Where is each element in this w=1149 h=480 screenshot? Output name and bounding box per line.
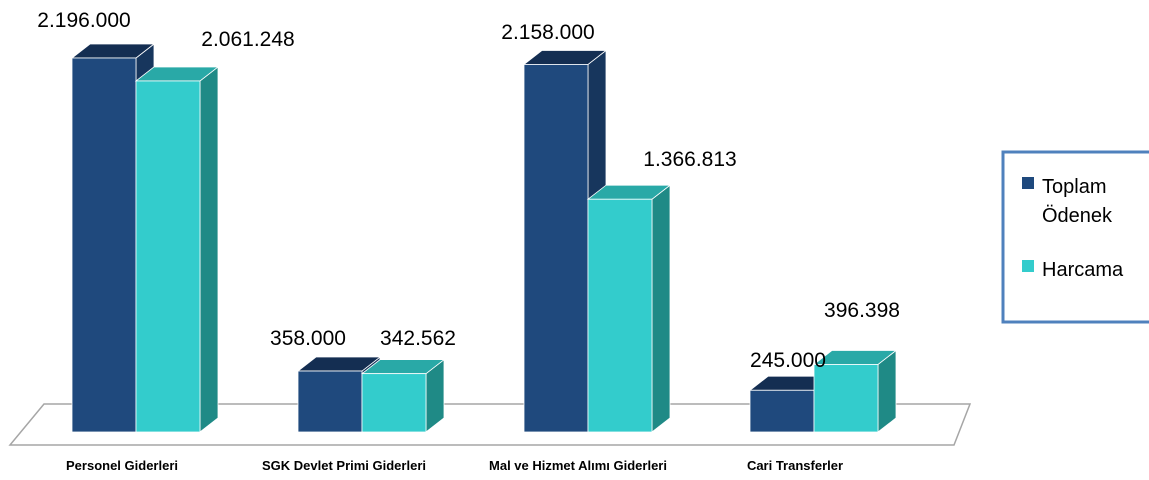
value-label-toplam-odenek-cari: 245.000: [750, 349, 826, 372]
bar-side-face: [199, 66, 219, 433]
chart-bars-layer: [70, 43, 898, 433]
legend-swatch-toplam-odenek: [1022, 177, 1034, 189]
bar-side-face: [651, 184, 671, 433]
category-label-cari: Cari Transferler: [747, 458, 843, 473]
value-label-toplam-odenek-personel: 2.196.000: [37, 9, 130, 32]
legend-label-toplam-odenek-line2: Ödenek: [1042, 205, 1113, 227]
bar-front-face: [71, 57, 137, 433]
bar-front-face: [135, 80, 201, 433]
bar-front-face: [361, 373, 427, 433]
chart-floor-plane: [8, 403, 972, 446]
bar-harcama-cari: [812, 349, 898, 433]
bar-front-face: [749, 389, 815, 433]
chart-category-layer: Personel Giderleri SGK Devlet Primi Gider…: [66, 458, 843, 473]
bar-harcama-sgk: [360, 358, 446, 433]
value-label-harcama-personel: 2.061.248: [201, 28, 294, 51]
bar-harcama-mal-hizmet: [586, 184, 672, 433]
value-label-toplam-odenek-sgk: 358.000: [270, 327, 346, 350]
category-label-mal-hizmet: Mal ve Hizmet Alımı Giderleri: [489, 458, 667, 473]
bar-front-face: [587, 198, 653, 433]
category-label-personel: Personel Giderleri: [66, 458, 178, 473]
chart-labels-layer: 2.196.000 358.000 2.158.000 245.000 2.061.24…: [37, 9, 900, 372]
bar-front-face: [813, 364, 879, 433]
category-label-sgk: SGK Devlet Primi Giderleri: [262, 458, 426, 473]
bar-harcama-personel: [134, 66, 220, 433]
value-label-harcama-mal-hizmet: 1.366.813: [643, 148, 736, 171]
bar-toplam-odenek-cari: [748, 375, 834, 433]
chart-floor-layer: [8, 403, 972, 446]
chart-legend: Toplam Ödenek Harcama: [1001, 150, 1149, 324]
legend-item-toplam-odenek: Toplam Ödenek: [1022, 176, 1113, 227]
bar-front-face: [523, 64, 589, 433]
legend-item-harcama: Harcama: [1022, 259, 1124, 281]
legend-label-harcama-line1: Harcama: [1042, 259, 1124, 281]
legend-label-toplam-odenek-line1: Toplam: [1042, 176, 1106, 198]
bar-front-face: [297, 370, 363, 433]
value-label-harcama-cari: 396.398: [824, 299, 900, 322]
legend-swatch-harcama: [1022, 260, 1034, 272]
value-label-harcama-sgk: 342.562: [380, 327, 456, 350]
value-label-toplam-odenek-mal-hizmet: 2.158.000: [501, 21, 594, 44]
